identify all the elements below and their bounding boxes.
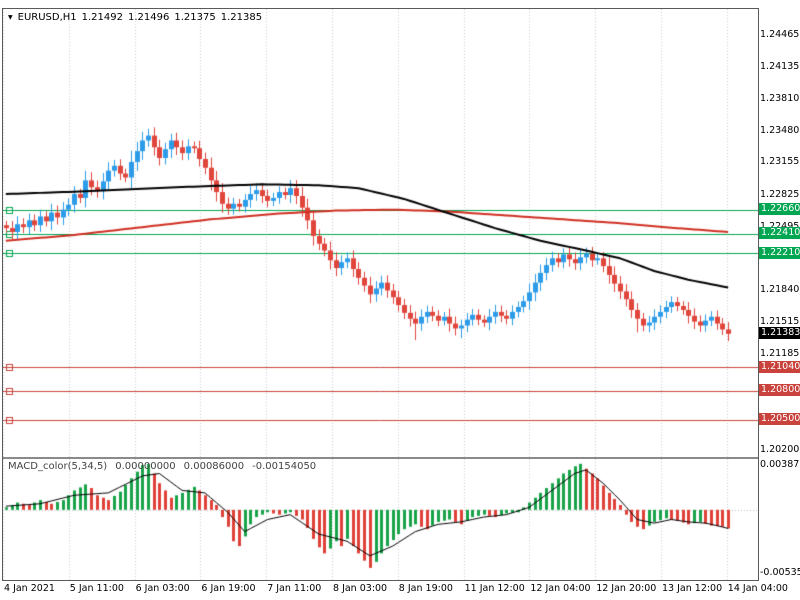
panel-separator[interactable] [3,457,758,459]
price-tick-label: 1.24135 [760,60,800,72]
time-axis-label: 12 Jan 20:00 [596,583,657,594]
resistance-level-price-badge: 1.22660 [759,203,800,216]
time-axis-label: 6 Jan 19:00 [201,583,256,594]
price-tick-label: 1.21515 [760,316,800,328]
price-tick-label: 1.23155 [760,156,800,168]
chart-header: ▼ EURUSD,H1 1.21492 1.21496 1.21375 1.21… [8,12,262,23]
price-tick-label: 1.22825 [760,188,800,200]
price-tick-label: 1.21185 [760,348,800,360]
macd-axis-bottom-label: -0.0053530 [760,566,800,578]
price-axis[interactable]: 1.24465 1.24135 1.23810 1.23480 1.23155 1.228… [759,0,800,600]
time-axis-label: 6 Jan 03:00 [135,583,190,594]
macd-canvas[interactable] [3,459,758,580]
support-level-price-badge: 1.20800 [759,384,800,397]
macd-value-2: 0.00086000 [183,461,245,472]
time-axis-label: 5 Jan 11:00 [69,583,124,594]
ohlc-low: 1.21375 [174,12,216,23]
symbol-timeframe-label: EURUSD,H1 [17,12,77,23]
price-tick-label: 1.20200 [760,444,800,456]
price-tick-label: 1.22495 [760,220,800,232]
resistance-level-price-badge: 1.22410 [759,227,800,240]
time-axis-label: 4 Jan 2021 [4,583,55,594]
time-axis-label: 8 Jan 19:00 [398,583,453,594]
macd-value-1: 0.00000000 [115,461,176,472]
price-tick-label: 1.23480 [760,124,800,136]
macd-header: MACD_color(5,34,5) 0.00000000 0.00086000… [8,461,316,472]
time-axis-label: 13 Jan 12:00 [662,583,723,594]
resistance-level-price-badge: 1.22210 [759,246,800,259]
price-tick-label: 1.23810 [760,92,800,104]
ohlc-close: 1.21385 [220,12,263,23]
macd-value-3: -0.00154050 [252,461,317,472]
price-tick-label: 1.21840 [760,284,800,296]
time-axis[interactable]: 4 Jan 2021 5 Jan 11:00 6 Jan 03:00 6 Jan 19… [2,583,798,597]
price-tick-label: 1.24465 [760,28,800,40]
support-level-price-badge: 1.20500 [759,413,800,426]
time-axis-label: 11 Jan 12:00 [464,583,525,594]
chevron-down-icon: ▼ [8,13,13,21]
support-level-price-badge: 1.21040 [759,360,800,373]
time-axis-label: 14 Jan 04:00 [727,583,788,594]
current-price-badge: 1.21383 [759,327,800,340]
price-chart-panel[interactable]: ▼ EURUSD,H1 1.21492 1.21496 1.21375 1.21… [2,8,759,581]
ohlc-high: 1.21496 [128,12,170,23]
time-axis-label: 12 Jan 04:00 [530,583,591,594]
macd-axis-top-label: 0.0038777 [760,459,800,470]
price-chart-canvas[interactable] [3,9,758,457]
time-axis-label: 8 Jan 03:00 [333,583,388,594]
ohlc-open: 1.21492 [81,12,123,23]
time-axis-label: 7 Jan 11:00 [267,583,322,594]
macd-indicator-label: MACD_color(5,34,5) [8,461,108,472]
